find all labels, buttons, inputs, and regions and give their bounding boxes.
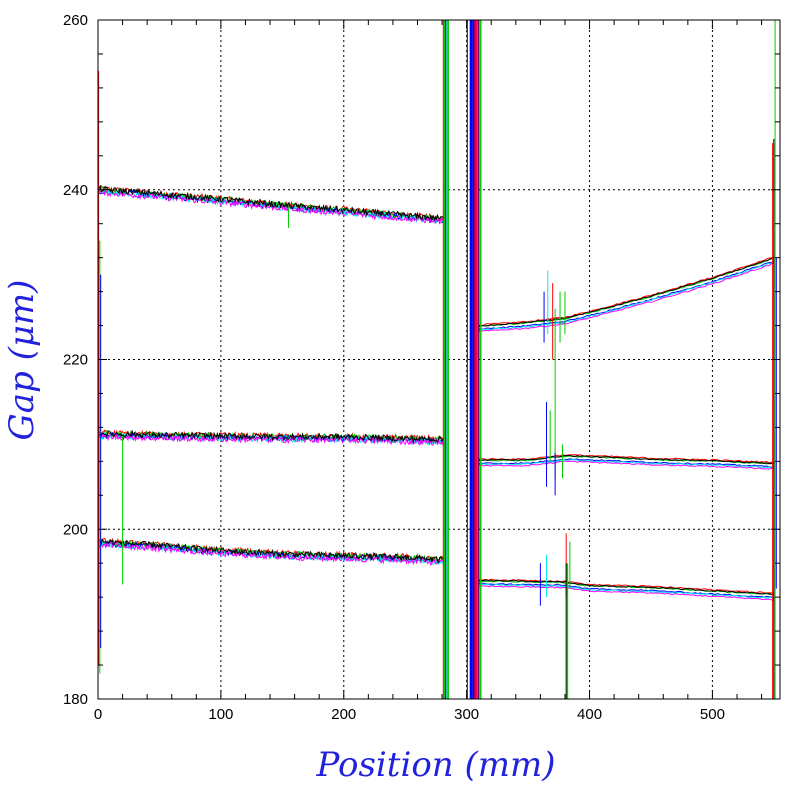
series-line-right	[478, 256, 775, 326]
x-tick-label: 0	[94, 706, 102, 723]
axes	[97, 19, 781, 700]
series-line-right	[478, 262, 774, 332]
series-line-right	[478, 579, 774, 596]
series-line-right	[478, 257, 775, 328]
x-tick-label: 200	[331, 706, 356, 723]
series-line-right	[478, 256, 775, 327]
y-axis-title: Gap (μm)	[2, 280, 42, 441]
x-tick-label: 500	[700, 706, 725, 723]
y-tick-label: 240	[63, 182, 88, 199]
x-tick-label: 400	[577, 706, 602, 723]
x-axis-title: Position (mm)	[315, 745, 555, 785]
grid-lines	[98, 20, 780, 699]
series-line-right	[478, 260, 775, 330]
series-line-right	[478, 585, 774, 601]
x-tick-label: 300	[454, 706, 479, 723]
series-line-right	[478, 460, 775, 470]
series-line-right	[478, 578, 774, 594]
tick-labels: 0 100 200 300 400 500 180 200 220 240 260	[63, 12, 725, 723]
y-tick-label: 200	[63, 521, 88, 538]
y-tick-label: 220	[63, 352, 88, 369]
series-line-right	[478, 459, 775, 469]
series-line-left	[97, 429, 445, 444]
y-tick-label: 260	[63, 12, 88, 29]
series-line-left	[97, 184, 445, 222]
series-line-right	[478, 455, 775, 465]
x-tick-label: 100	[208, 706, 233, 723]
y-tick-label: 180	[63, 691, 88, 708]
series-line-left	[97, 431, 445, 447]
series-line-right	[478, 580, 775, 596]
series-line-right	[478, 262, 775, 333]
series-line-left	[97, 538, 445, 564]
